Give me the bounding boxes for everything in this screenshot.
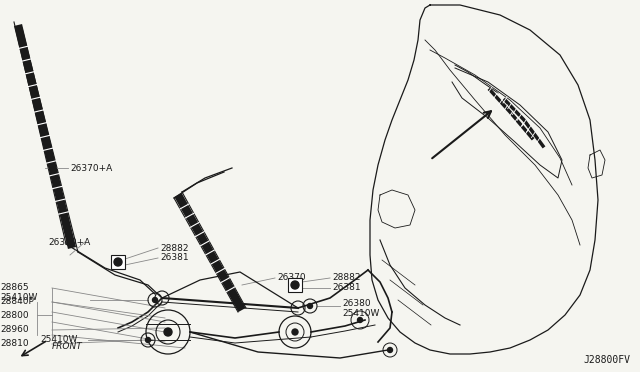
- Text: 26380+A: 26380+A: [48, 237, 90, 247]
- Text: 26370+A: 26370+A: [70, 164, 112, 173]
- Circle shape: [152, 298, 157, 302]
- Text: J28800FV: J28800FV: [583, 355, 630, 365]
- Circle shape: [387, 347, 392, 353]
- Circle shape: [292, 329, 298, 335]
- Bar: [288, 278, 302, 292]
- Text: 28800: 28800: [0, 311, 29, 321]
- Text: 28840P: 28840P: [0, 298, 34, 307]
- Circle shape: [164, 328, 172, 336]
- Text: FRONT: FRONT: [52, 342, 83, 351]
- Circle shape: [291, 281, 299, 289]
- Text: 26370: 26370: [277, 273, 306, 282]
- Text: 28810: 28810: [0, 340, 29, 349]
- Text: 28960: 28960: [0, 326, 29, 334]
- Circle shape: [145, 337, 150, 343]
- Text: 25410W: 25410W: [0, 294, 37, 302]
- Text: 25410W: 25410W: [40, 336, 77, 344]
- Bar: [111, 255, 125, 269]
- Text: 28882: 28882: [332, 273, 360, 282]
- Text: 28865: 28865: [0, 283, 29, 292]
- Circle shape: [358, 317, 362, 323]
- Circle shape: [114, 258, 122, 266]
- Text: 26381: 26381: [160, 253, 189, 263]
- Text: 28882: 28882: [160, 244, 189, 253]
- Text: 26381: 26381: [332, 283, 360, 292]
- Text: 25410W: 25410W: [342, 308, 380, 317]
- Circle shape: [307, 304, 312, 308]
- Text: 26380: 26380: [342, 298, 371, 308]
